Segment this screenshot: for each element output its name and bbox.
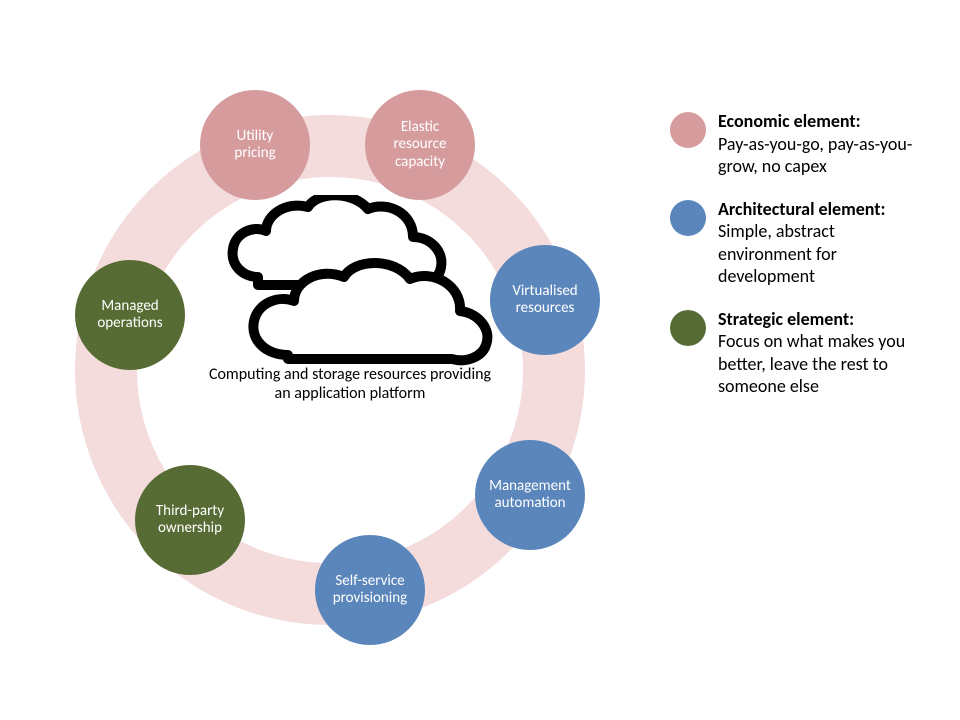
node-label: Third-party ownership: [156, 503, 224, 538]
node-label: Virtualised resources: [512, 283, 577, 318]
legend-text-architectural: Architectural element:Simple, abstract e…: [718, 198, 928, 288]
node-elastic-capacity: Elastic resource capacity: [365, 90, 475, 200]
center-caption: Computing and storage resources providin…: [200, 365, 500, 403]
legend-item-economic: Economic element:Pay-as-you-go, pay-as-y…: [670, 110, 928, 178]
legend-title: Economic element:: [718, 110, 928, 133]
legend-text-strategic: Strategic element:Focus on what makes yo…: [718, 308, 928, 398]
node-label: Self-service provisioning: [333, 573, 407, 608]
node-label: Utility pricing: [234, 128, 275, 163]
node-label: Managed operations: [97, 298, 162, 333]
legend-swatch-strategic: [670, 310, 706, 346]
node-managed-ops: Managed operations: [75, 260, 185, 370]
legend-desc: Simple, abstract environment for develop…: [718, 220, 928, 288]
legend-text-economic: Economic element:Pay-as-you-go, pay-as-y…: [718, 110, 928, 178]
node-self-service: Self-service provisioning: [315, 535, 425, 645]
legend-title: Architectural element:: [718, 198, 928, 221]
legend-item-strategic: Strategic element:Focus on what makes yo…: [670, 308, 928, 398]
node-label: Management automation: [489, 478, 571, 513]
node-third-party: Third-party ownership: [135, 465, 245, 575]
legend-desc: Focus on what makes you better, leave th…: [718, 330, 928, 398]
node-management-automation: Management automation: [475, 440, 585, 550]
cloud-icon: [198, 195, 498, 375]
node-label: Elastic resource capacity: [394, 119, 447, 171]
node-utility-pricing: Utility pricing: [200, 90, 310, 200]
legend-item-architectural: Architectural element:Simple, abstract e…: [670, 198, 928, 288]
legend-swatch-economic: [670, 112, 706, 148]
legend-desc: Pay-as-you-go, pay-as-you-grow, no capex: [718, 133, 928, 178]
legend-swatch-architectural: [670, 200, 706, 236]
node-virtualised-resources: Virtualised resources: [490, 245, 600, 355]
diagram-canvas: Computing and storage resources providin…: [0, 0, 960, 720]
legend: Economic element:Pay-as-you-go, pay-as-y…: [670, 110, 928, 398]
legend-title: Strategic element:: [718, 308, 928, 331]
